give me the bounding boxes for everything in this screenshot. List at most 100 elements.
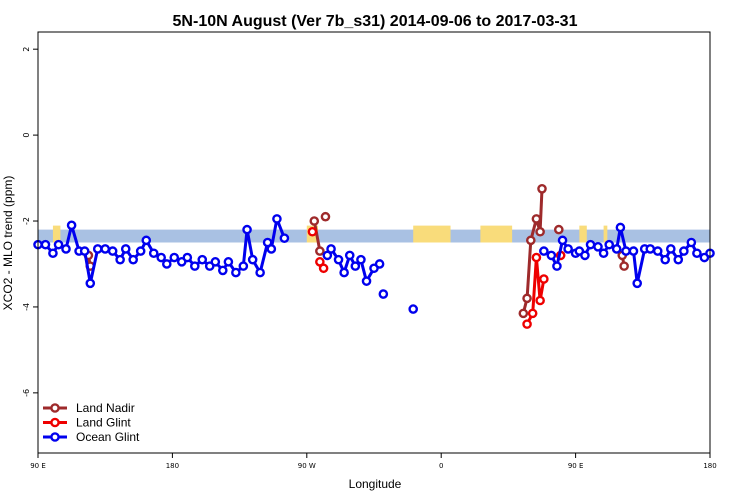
data-point (242, 224, 252, 235)
land-area (603, 225, 608, 243)
data-point (378, 289, 389, 299)
legend-label: Ocean Glint (76, 430, 140, 444)
data-point (645, 244, 656, 254)
data-point (156, 252, 166, 263)
land-area (480, 225, 513, 243)
x-tick-label: 90 E (30, 462, 46, 470)
land-area (579, 225, 587, 243)
land-area (413, 225, 451, 243)
data-point (660, 254, 671, 265)
x-tick-label: 90 W (298, 462, 316, 470)
y-tick-label: -4 (22, 303, 31, 311)
legend-label: Land Glint (76, 416, 131, 430)
data-point (100, 244, 110, 254)
data-point (247, 254, 258, 265)
data-point (85, 278, 96, 289)
data-point (53, 239, 64, 250)
legend-marker (50, 432, 60, 442)
data-point (197, 254, 208, 265)
data-point (356, 254, 366, 265)
data-point (522, 293, 532, 304)
data-point (318, 263, 329, 274)
data-point (531, 252, 542, 263)
data-point (537, 184, 547, 194)
data-point (135, 246, 146, 256)
data-point (238, 261, 249, 271)
data-point (48, 248, 58, 259)
y-axis-label: XCO2 - MLO trend (ppm) (1, 176, 15, 311)
data-point (686, 237, 697, 248)
series-layer (33, 184, 715, 329)
data-point (611, 244, 622, 254)
data-point (546, 250, 557, 261)
x-tick-label: 180 (166, 462, 179, 470)
data-point (161, 259, 172, 269)
data-point (79, 246, 90, 256)
data-point (307, 226, 318, 237)
data-point (554, 224, 564, 235)
data-point (621, 246, 631, 256)
data-point (628, 246, 639, 256)
data-point (120, 244, 131, 254)
data-point (210, 257, 221, 267)
data-point (217, 265, 228, 276)
x-tick-label: 90 E (568, 462, 584, 470)
data-point (350, 261, 361, 271)
data-point (679, 246, 689, 256)
data-point (531, 214, 542, 224)
x-axis: 90 E 180 90 W 0 90 E 180 (30, 453, 717, 470)
x-tick-label: 0 (439, 462, 443, 470)
data-point (266, 244, 277, 254)
data-point (326, 244, 336, 254)
series-line (312, 220, 322, 252)
data-point (182, 252, 193, 263)
data-point (632, 278, 643, 289)
y-tick-label: -2 (22, 217, 31, 225)
data-point (535, 295, 545, 306)
data-point (92, 244, 103, 254)
data-point (115, 254, 125, 265)
data-point (526, 235, 536, 246)
legend-marker (50, 417, 60, 428)
data-point (61, 244, 71, 254)
data-point (189, 261, 200, 271)
land-area (52, 225, 61, 243)
data-point (169, 252, 180, 263)
series-land-glint (307, 226, 566, 329)
data-point (272, 214, 282, 224)
data-point (552, 261, 562, 271)
series-ocean-glint (33, 214, 715, 314)
data-point (539, 274, 549, 284)
data-point (619, 261, 629, 271)
data-point (320, 211, 331, 222)
data-point (279, 233, 290, 244)
data-point (255, 267, 265, 278)
series-line (326, 247, 381, 283)
data-point (40, 239, 51, 250)
data-point (615, 222, 626, 233)
data-point (309, 216, 320, 226)
y-tick-label: 2 (22, 47, 31, 52)
legend-label: Land Nadir (76, 401, 135, 415)
legend-marker (50, 403, 60, 413)
data-point (557, 235, 568, 246)
data-point (344, 250, 355, 261)
data-point (231, 267, 241, 278)
data-point (128, 254, 138, 265)
data-point (598, 248, 609, 259)
data-point (673, 254, 684, 265)
data-point (666, 244, 676, 254)
plot-frame (37, 31, 711, 454)
data-point (333, 254, 344, 265)
data-point (66, 220, 77, 231)
data-point (585, 239, 596, 250)
data-point (604, 239, 615, 250)
data-point (361, 276, 372, 286)
data-point (652, 246, 663, 256)
data-point (593, 241, 603, 252)
data-point (518, 308, 529, 319)
data-point (522, 319, 532, 329)
data-point (527, 308, 538, 319)
